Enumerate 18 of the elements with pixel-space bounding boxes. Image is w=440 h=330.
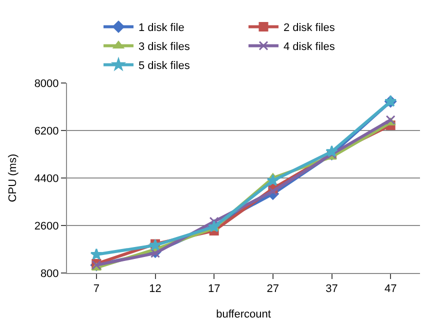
y-tick-label: 6200 <box>34 125 59 138</box>
x-tick-label: 27 <box>266 283 280 296</box>
x-axis-title: buffercount <box>216 308 271 320</box>
y-tick-label: 2600 <box>34 220 59 232</box>
y-axis-title: CPU (ms) <box>6 154 19 202</box>
y-tick-label: 8000 <box>34 78 59 90</box>
y-tick-label: 800 <box>40 268 59 280</box>
x-tick-label: 17 <box>208 283 220 296</box>
x-tick-label: 37 <box>326 283 338 296</box>
x-tick-label: 47 <box>384 283 397 296</box>
y-tick-label: 4400 <box>34 172 59 185</box>
legend-label: 5 disk files <box>138 60 190 72</box>
x-tick-label: 12 <box>149 283 162 296</box>
legend-label: 3 disk files <box>138 40 190 53</box>
x-tick-label: 7 <box>93 283 100 296</box>
legend-label: 1 disk file <box>138 22 184 34</box>
legend-label: 2 disk files <box>284 22 336 34</box>
legend-label: 4 disk files <box>284 40 336 53</box>
